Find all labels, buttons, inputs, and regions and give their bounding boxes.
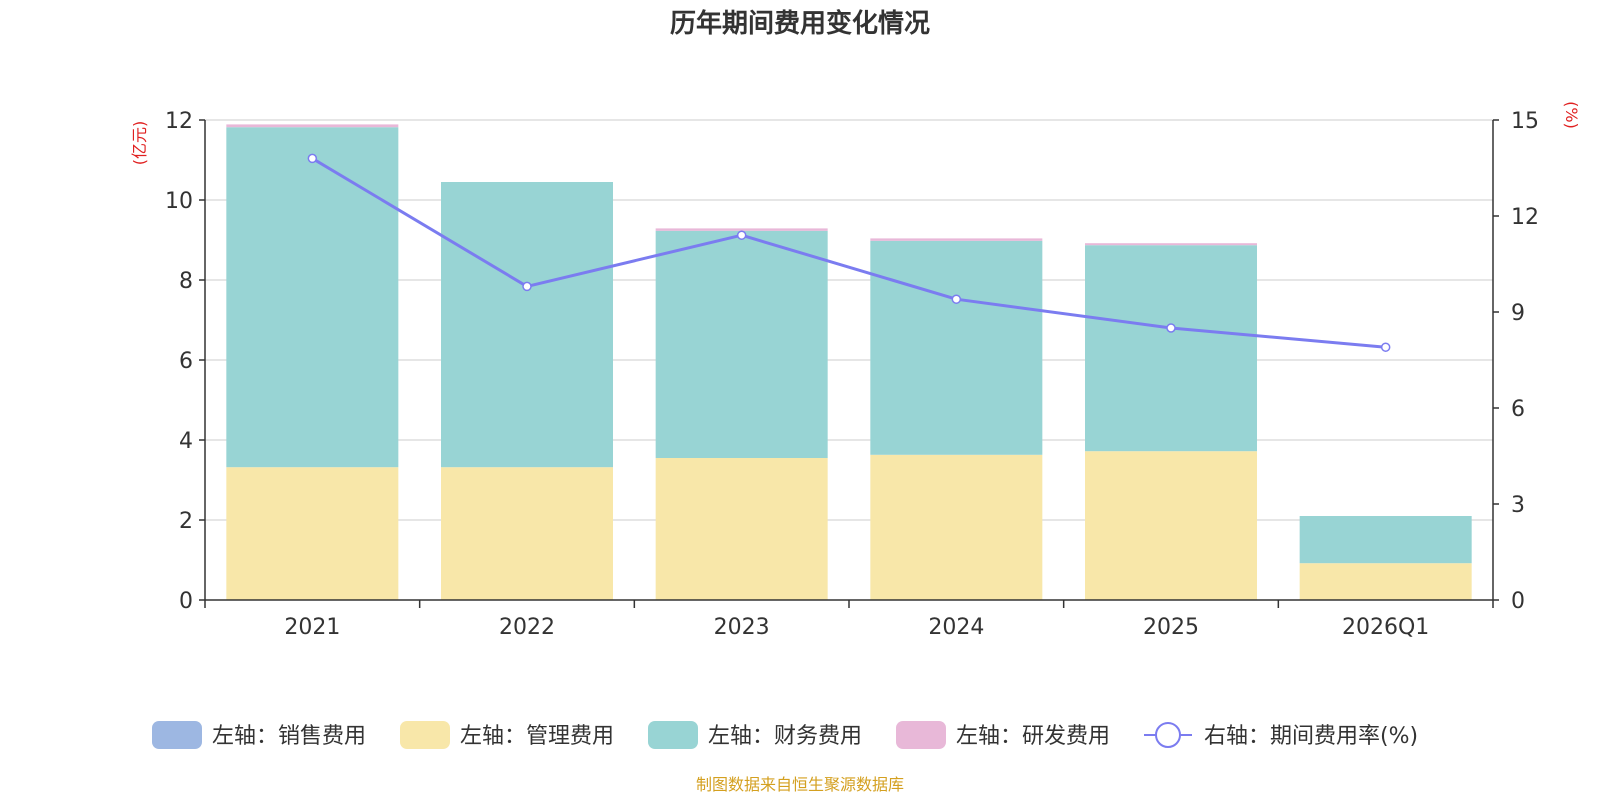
x-tick-label: 2024 (928, 615, 984, 640)
rate-point (736, 230, 747, 240)
left-tick-label: 10 (165, 189, 193, 214)
legend-label: 左轴：销售费用 (212, 724, 366, 749)
legend-swatch (896, 721, 946, 749)
bar-segment (870, 238, 1043, 241)
bar-segment (655, 228, 828, 231)
legend-swatch (648, 721, 698, 749)
right-axis-unit: (%) (1562, 101, 1581, 129)
x-tick-label: 2021 (284, 615, 340, 640)
left-tick-label: 4 (179, 429, 193, 454)
legend-swatch (400, 721, 450, 749)
bar-segment (1085, 243, 1257, 246)
right-tick-label: 3 (1511, 493, 1525, 518)
bar-segment (870, 240, 1043, 455)
x-tick-label: 2023 (714, 615, 770, 640)
bar-segment (655, 230, 828, 458)
axes: 0 2 4 6 8 10 12 0 3 6 9 12 15 2021 2022 2023 2024 2025 202… (165, 109, 1539, 640)
x-tick-label: 2022 (499, 615, 555, 640)
legend-label: 左轴：研发费用 (956, 724, 1110, 749)
bar-segment (226, 124, 399, 128)
legend: 左轴：销售费用 左轴：管理费用 左轴：财务费用 左轴：研发费用 右轴：期间费用率(%) (152, 721, 1418, 749)
left-tick-label: 8 (179, 269, 193, 294)
rate-point (522, 281, 532, 292)
bar-segment (441, 467, 613, 600)
bars (226, 124, 1472, 600)
chart-title: 历年期间费用变化情况 (670, 8, 930, 39)
legend-circle-swatch (1155, 722, 1181, 748)
bar-segment (1299, 516, 1472, 564)
bar-segment (1085, 451, 1257, 600)
bar-segment (441, 182, 613, 468)
rate-line (311, 157, 1386, 349)
right-tick-label: 12 (1511, 205, 1539, 230)
bar-segment (226, 467, 399, 600)
rate-point (307, 153, 318, 164)
rate-point (951, 294, 962, 304)
x-tick-label: 2026Q1 (1342, 615, 1429, 640)
bar-segment (870, 454, 1043, 600)
bar-segment (1085, 245, 1257, 452)
source-note: 制图数据来自恒生聚源数据库 (696, 775, 904, 794)
x-tick-label: 2025 (1143, 615, 1199, 640)
left-tick-label: 2 (179, 509, 193, 534)
legend-label: 左轴：财务费用 (708, 724, 862, 749)
left-tick-label: 6 (179, 349, 193, 374)
left-axis-unit: (亿元) (130, 121, 149, 166)
right-tick-label: 0 (1511, 589, 1525, 614)
legend-swatch (152, 721, 202, 749)
legend-label: 右轴：期间费用率(%) (1204, 724, 1418, 749)
rate-point (1380, 342, 1391, 352)
right-tick-label: 9 (1511, 301, 1525, 326)
left-tick-label: 12 (165, 109, 193, 134)
bar-segment (655, 458, 828, 600)
grid-lines (205, 119, 1493, 521)
rate-point (1166, 323, 1176, 333)
right-tick-label: 15 (1511, 109, 1539, 134)
bar-segment (1299, 563, 1472, 600)
legend-label: 左轴：管理费用 (460, 724, 614, 749)
right-tick-label: 6 (1511, 397, 1525, 422)
rate-line-series (307, 153, 1391, 352)
bar-segment (226, 127, 399, 468)
left-tick-label: 0 (179, 589, 193, 614)
